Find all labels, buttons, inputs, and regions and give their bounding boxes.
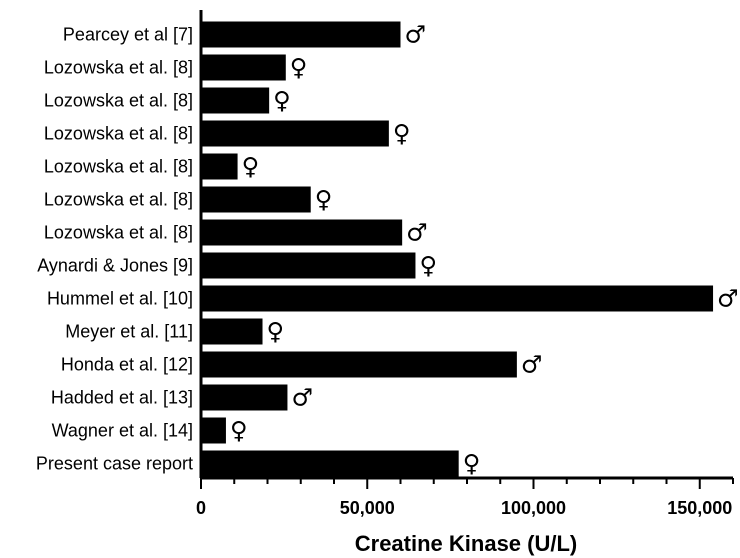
category-label: Honda et al. [12] <box>61 355 193 375</box>
x-tick-label: 150,000 <box>667 498 732 518</box>
sex-symbol-label: ♂ <box>406 219 428 247</box>
x-tick-label: 50,000 <box>340 498 395 518</box>
bar <box>201 219 403 246</box>
bar <box>201 351 517 378</box>
x-tick-label: 0 <box>196 498 206 518</box>
bar <box>201 384 288 411</box>
category-label: Lozowska et al. [8] <box>44 223 193 243</box>
sex-symbol-label: ♀ <box>419 252 437 280</box>
bar <box>201 120 389 147</box>
sex-symbol-label: ♀ <box>393 120 411 148</box>
sex-symbol-label: ♀ <box>463 450 481 478</box>
sex-symbol-label: ♀ <box>242 153 260 181</box>
bar <box>201 21 401 48</box>
sex-symbol-label: ♀ <box>290 54 308 82</box>
category-label: Wagner et al. [14] <box>52 421 193 441</box>
category-label: Lozowska et al. [8] <box>44 157 193 177</box>
category-label: Hadded et al. [13] <box>51 388 193 408</box>
sex-symbol-label: ♂ <box>521 351 543 379</box>
sex-symbol-label: ♀ <box>230 417 248 445</box>
sex-symbol-label: ♂ <box>291 384 313 412</box>
category-label: Lozowska et al. [8] <box>44 190 193 210</box>
category-label: Lozowska et al. [8] <box>44 91 193 111</box>
bars-group <box>201 21 714 477</box>
bar <box>201 450 459 477</box>
x-ticks-group: 0 50,000 100,000 150,000 <box>196 478 734 518</box>
category-label: Aynardi & Jones [9] <box>37 256 193 276</box>
bar <box>201 153 238 180</box>
sex-symbol-label: ♀ <box>315 186 333 214</box>
x-axis-title: Creatine Kinase (U/L) <box>355 531 578 556</box>
category-label: Meyer et al. [11] <box>65 322 193 342</box>
bar <box>201 87 270 114</box>
category-label: Present case report <box>36 454 193 474</box>
bar <box>201 318 263 345</box>
bar <box>201 285 714 312</box>
sex-symbol-label: ♂ <box>405 21 427 49</box>
sex-symbols-group: ♂ ♀ ♀ ♀ ♀ ♀ ♂ ♀ ♂ ♀ ♂ ♂ ♀ ♀ <box>230 21 739 478</box>
bar <box>201 186 311 213</box>
category-labels-group: Pearcey et al [7] Lozowska et al. [8] Lozo… <box>36 25 193 474</box>
category-label: Lozowska et al. [8] <box>44 124 193 144</box>
sex-symbol-label: ♂ <box>717 285 739 313</box>
bar <box>201 54 286 81</box>
category-label: Pearcey et al [7] <box>63 25 193 45</box>
bar <box>201 252 416 279</box>
sex-symbol-label: ♀ <box>273 87 291 115</box>
category-label: Lozowska et al. [8] <box>44 58 193 78</box>
sex-symbol-label: ♀ <box>267 318 285 346</box>
bar <box>201 417 226 444</box>
category-label: Hummel et al. [10] <box>47 289 193 309</box>
x-tick-label: 100,000 <box>501 498 566 518</box>
